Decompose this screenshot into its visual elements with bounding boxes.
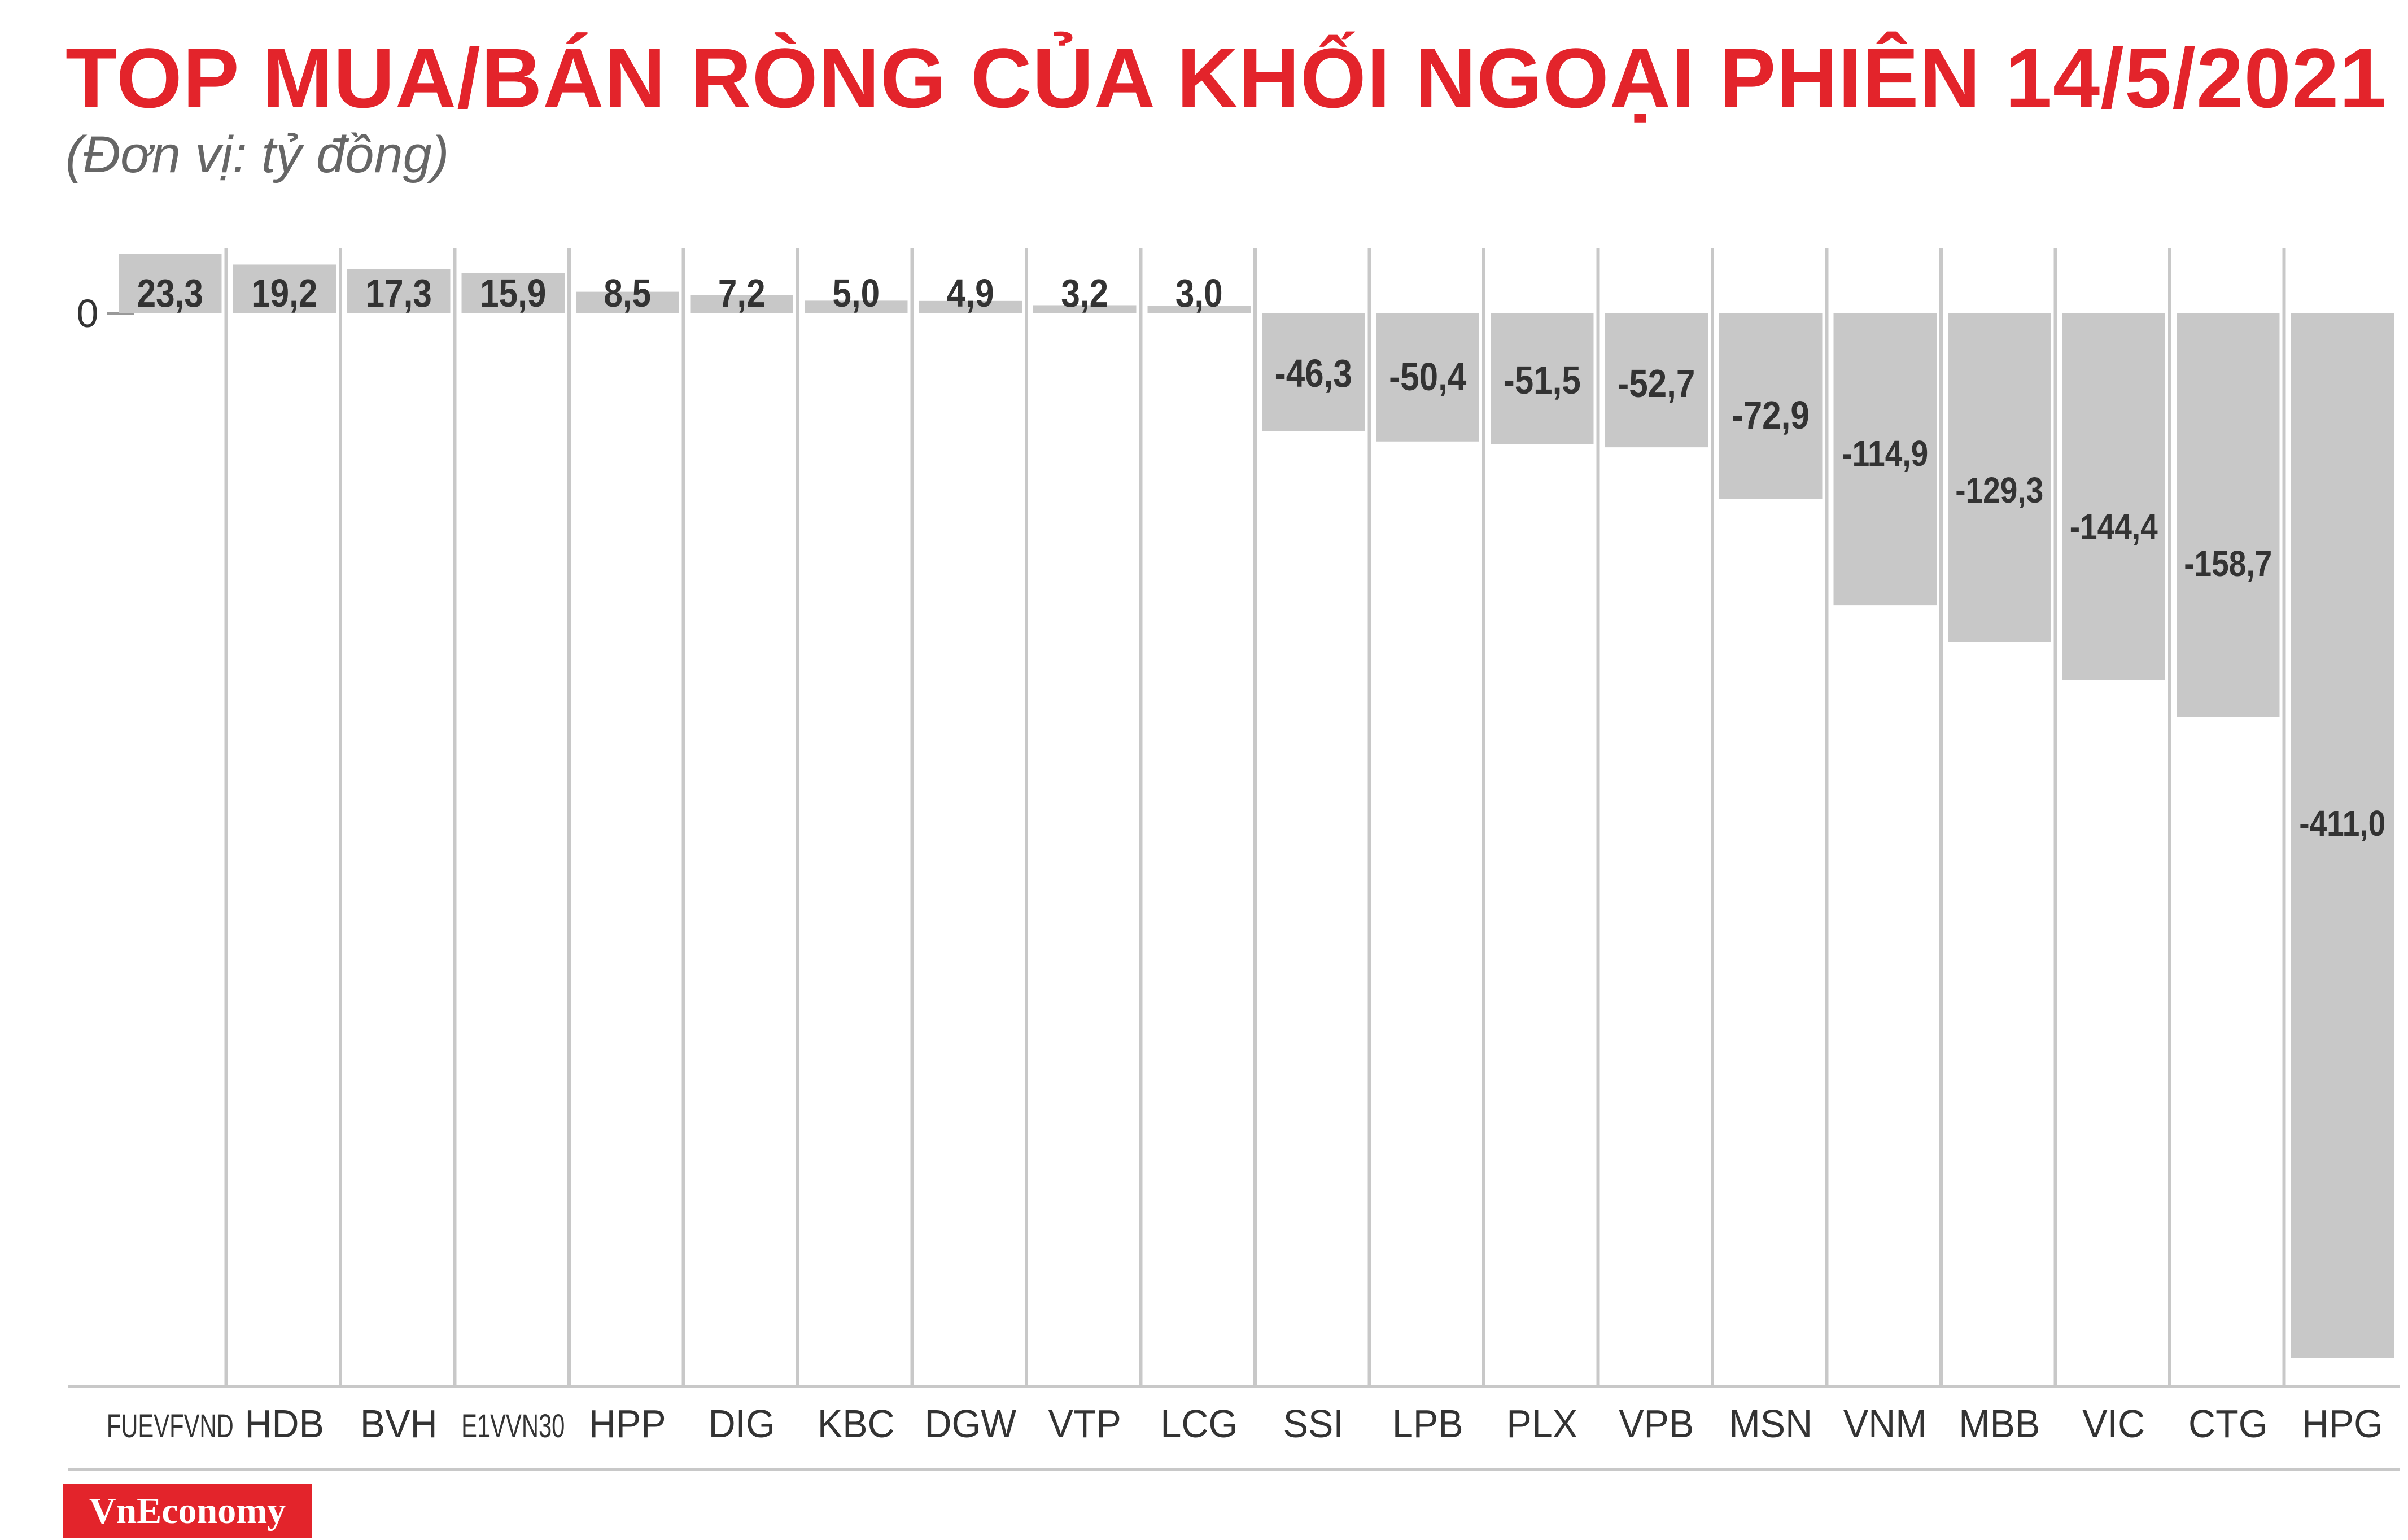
data-label: -72,9 <box>1732 393 1810 437</box>
bar <box>461 273 565 313</box>
data-label: 7,2 <box>718 271 766 315</box>
bar <box>2177 313 2280 717</box>
x-tick-label: LCG <box>1160 1402 1238 1446</box>
data-label: 19,2 <box>251 271 317 315</box>
data-label: -52,7 <box>1618 361 1695 405</box>
bar <box>1833 313 1937 606</box>
bar <box>1147 306 1251 313</box>
data-label: 5,0 <box>832 271 880 315</box>
x-tick-label: HDB <box>245 1402 324 1446</box>
y-tick-label: 0 <box>77 291 99 335</box>
bar <box>1033 305 1137 313</box>
unit-label: (Đơn vị: tỷ đồng) <box>65 126 449 184</box>
x-tick-label: HPG <box>2302 1402 2383 1446</box>
vneconomy-logo: VnEconomy <box>63 1484 312 1538</box>
data-label: -50,4 <box>1389 355 1466 399</box>
bar <box>1262 313 1365 431</box>
x-tick-label: PLX <box>1506 1402 1577 1446</box>
x-tick-label: MBB <box>1959 1402 2040 1446</box>
bar <box>233 264 336 313</box>
bar <box>1491 313 1594 444</box>
x-tick-label: KBC <box>818 1402 895 1446</box>
data-label: 17,3 <box>366 271 432 315</box>
x-tick-label: VTP <box>1048 1402 1121 1446</box>
x-tick-label: DGW <box>924 1402 1016 1446</box>
data-label: -46,3 <box>1275 351 1352 395</box>
x-tick-label: FUEVFVND <box>107 1407 234 1444</box>
x-tick-label: CTG <box>2188 1402 2267 1446</box>
data-label: -158,7 <box>2184 543 2272 584</box>
bar <box>805 300 908 313</box>
bar <box>119 254 222 313</box>
bar <box>347 269 451 313</box>
x-tick-label: BVH <box>360 1402 438 1446</box>
bar <box>1605 313 1708 448</box>
data-label: 3,0 <box>1175 271 1223 315</box>
data-label: -144,4 <box>2070 507 2158 547</box>
bar <box>1948 313 2051 642</box>
data-label: 15,9 <box>480 271 546 315</box>
data-label: 23,3 <box>137 271 203 315</box>
bar <box>919 300 1022 313</box>
bar <box>1719 313 1823 499</box>
data-label: -51,5 <box>1504 358 1581 402</box>
x-tick-label: VPB <box>1619 1402 1694 1446</box>
x-tick-label: VIC <box>2082 1402 2145 1446</box>
data-label: -114,9 <box>1842 433 1928 474</box>
chart-title: TOP MUA/BÁN RÒNG CỦA KHỐI NGOẠI PHIÊN 14… <box>65 30 2387 125</box>
x-tick-label: MSN <box>1729 1402 1812 1446</box>
data-label: 3,2 <box>1061 271 1108 315</box>
bar <box>1376 313 1479 442</box>
x-tick-label: SSI <box>1283 1402 1344 1446</box>
bar <box>2062 313 2165 680</box>
x-tick-label: E1VVN30 <box>461 1407 565 1444</box>
x-tick-label: DIG <box>709 1402 775 1446</box>
bar <box>690 295 793 313</box>
x-tick-label: VNM <box>1843 1402 1927 1446</box>
x-tick-label: LPB <box>1392 1402 1463 1446</box>
data-label: 8,5 <box>604 271 651 315</box>
data-label: -411,0 <box>2299 803 2385 844</box>
data-label: 4,9 <box>947 271 994 315</box>
bar <box>576 291 679 313</box>
bar <box>2291 313 2394 1358</box>
data-label: -129,3 <box>1955 470 2043 511</box>
x-tick-label: HPP <box>589 1402 666 1446</box>
